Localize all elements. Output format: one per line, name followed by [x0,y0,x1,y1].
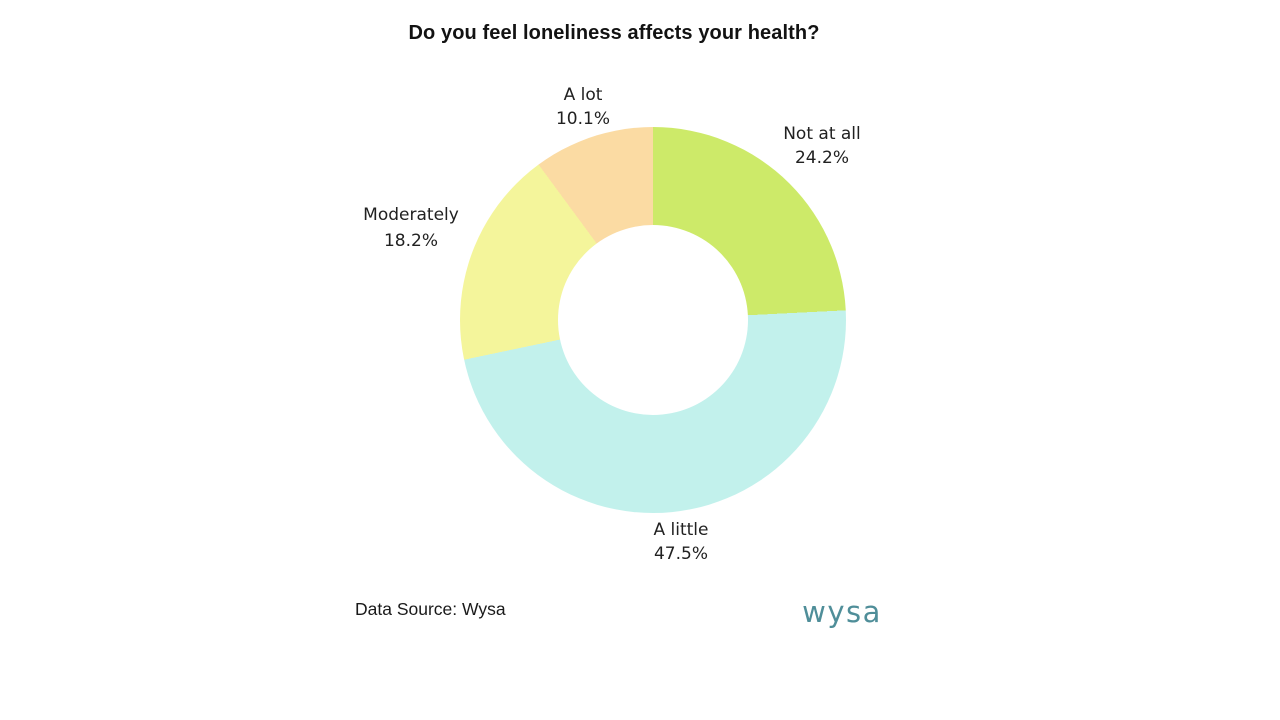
slice-label-a-lot: A lot 10.1% [513,83,653,131]
chart-title: Do you feel loneliness affects your heal… [408,22,820,44]
data-source-label: Data Source: Wysa [355,599,506,619]
slice-label-a-little: A little 47.5% [601,518,761,566]
slice-percent: 47.5% [653,544,708,564]
donut-chart [460,127,846,513]
slice-name: A little [653,520,709,540]
slice-percent: 24.2% [794,148,849,168]
slice-label-not-at-all: Not at all 24.2% [742,122,902,170]
slice-name: Moderately [363,205,459,225]
slice-percent: 10.1% [555,109,610,129]
donut-hole [558,225,748,415]
slice-label-moderately: Moderately 18.2% [326,202,496,254]
slice-name: Not at all [783,124,861,144]
slice-percent: 18.2% [383,231,438,251]
wysa-logo: wysa [802,595,882,629]
slice-name: A lot [563,85,603,105]
